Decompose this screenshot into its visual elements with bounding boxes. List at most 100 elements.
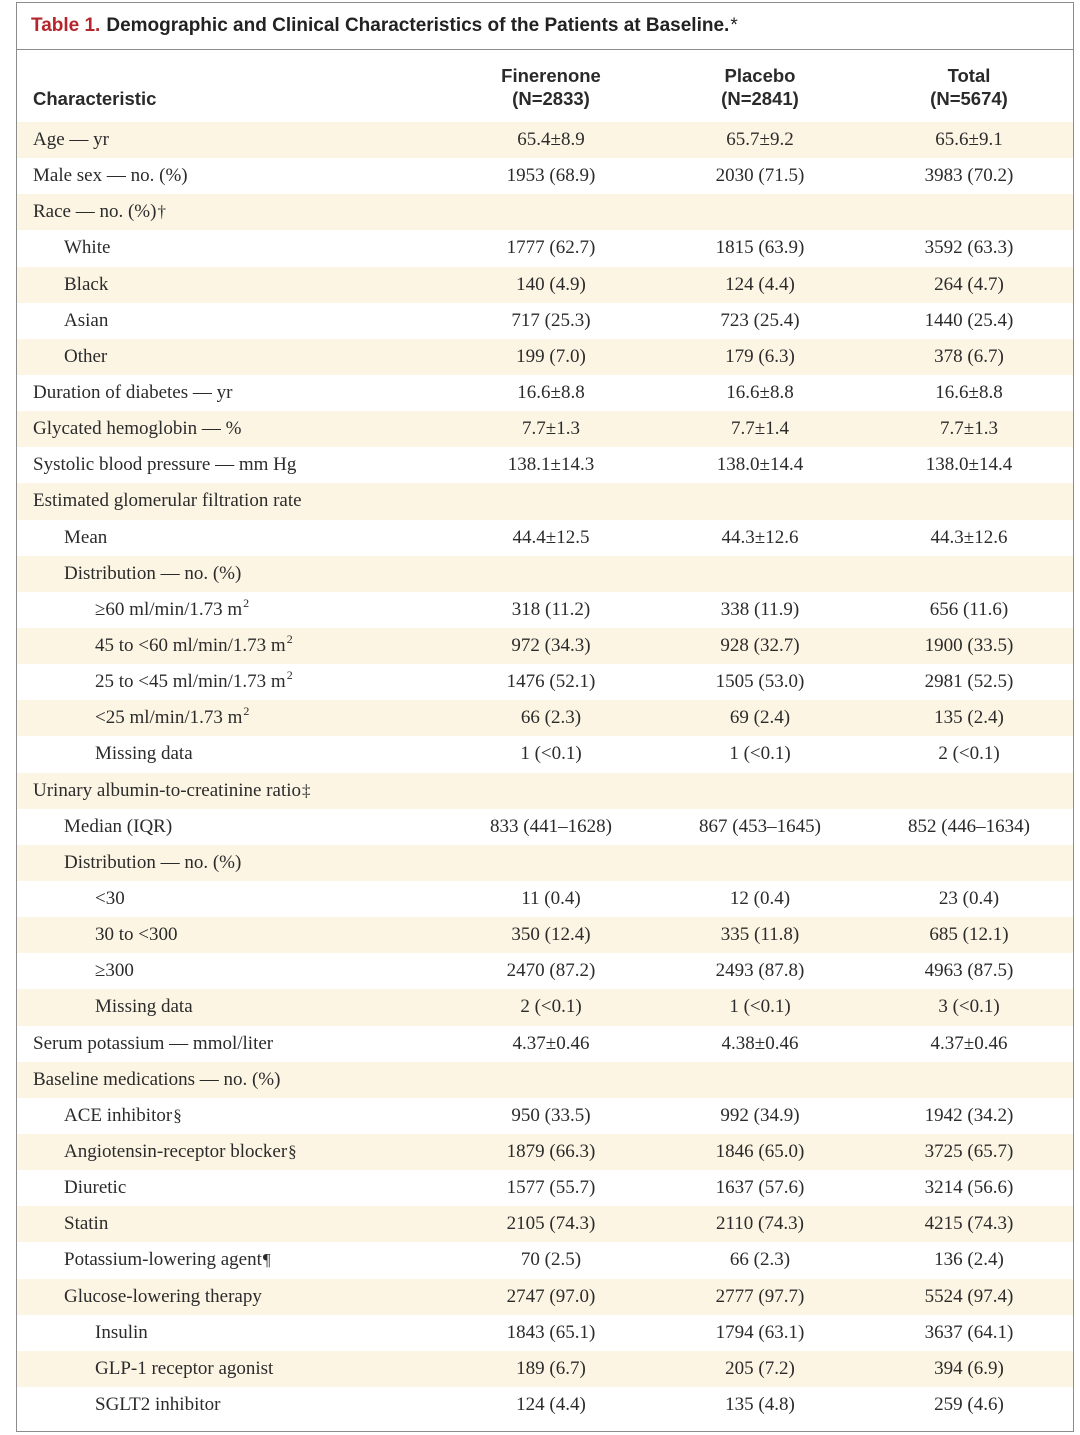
table-row: Race — no. (%)†	[17, 194, 1073, 231]
placebo-cell: 2030 (71.5)	[715, 165, 805, 187]
row-label: Statin	[64, 1206, 108, 1242]
row-label-text: 30 to <300	[95, 924, 178, 946]
table-row: Age — yr 65.4±8.9 65.7±9.2 65.6±9.1	[17, 122, 1073, 159]
finerenone-cell: 44.4±12.5	[512, 526, 590, 548]
finerenone-cell: 124 (4.4)	[516, 1393, 586, 1415]
total-cell: 1900 (33.5)	[924, 634, 1014, 656]
placebo-cell: 69 (2.4)	[729, 707, 791, 729]
placebo-cell: 1846 (65.0)	[715, 1140, 805, 1162]
row-label-text: Distribution — no. (%)	[64, 851, 242, 873]
row-label: Missing data	[95, 989, 193, 1025]
row-label-text: Male sex — no. (%)	[33, 165, 188, 187]
row-label: Potassium-lowering agent¶	[64, 1242, 271, 1278]
total-cell: 264 (4.7)	[934, 273, 1004, 295]
finerenone-cell: 2747 (97.0)	[506, 1285, 596, 1307]
row-label-text: Median (IQR)	[64, 815, 173, 837]
placebo-cell: 2493 (87.8)	[715, 960, 805, 982]
table-row: Other 199 (7.0) 179 (6.3) 378 (6.7)	[17, 338, 1073, 375]
total-cell: 135 (2.4)	[934, 707, 1004, 729]
table-row: Male sex — no. (%) 1953 (68.9) 2030 (71.5)…	[17, 158, 1073, 194]
row-label: White	[64, 230, 110, 266]
total-cell: 1942 (34.2)	[924, 1104, 1014, 1126]
finerenone-cell: 4.37±0.46	[512, 1032, 590, 1054]
superscript: 2	[243, 595, 250, 610]
table-row: Estimated glomerular filtration rate	[17, 483, 1073, 520]
table-row: Potassium-lowering agent¶ 70 (2.5) 66 (2.3…	[17, 1242, 1073, 1278]
row-label-text: White	[64, 237, 111, 259]
finerenone-cell: 1476 (52.1)	[506, 671, 596, 693]
total-cell: 3725 (65.7)	[924, 1140, 1014, 1162]
placebo-cell: 2777 (97.7)	[715, 1285, 805, 1307]
total-cell: 852 (446–1634)	[908, 815, 1030, 837]
table-row: <25 ml/min/1.73 m2 66 (2.3) 69 (2.4) 135 (2…	[17, 700, 1073, 737]
total-cell: 3592 (63.3)	[924, 237, 1014, 259]
total-cell: 4215 (74.3)	[924, 1213, 1014, 1235]
row-label-text: Statin	[64, 1213, 109, 1235]
header-column-n: (N=2841)	[721, 88, 799, 109]
row-label-text: ≥60 ml/min/1.73 m	[95, 598, 243, 620]
row-label: Glycated hemoglobin — %	[33, 411, 241, 447]
table-row: White 1777 (62.7) 1815 (63.9) 3592 (63.3)	[17, 230, 1073, 266]
row-label-text: Distribution — no. (%)	[64, 562, 242, 584]
finerenone-cell: 318 (11.2)	[511, 598, 591, 620]
total-cell: 394 (6.9)	[934, 1357, 1004, 1379]
row-label-text: ≥300	[95, 960, 134, 982]
row-label: Diuretic	[64, 1170, 126, 1206]
row-label: Race — no. (%)†	[33, 194, 166, 230]
table-row: Angiotensin-receptor blocker§ 1879 (66.3)…	[17, 1133, 1073, 1171]
row-label: Systolic blood pressure — mm Hg	[33, 447, 296, 483]
table-header: Characteristic Finerenone (N=2833) Place…	[17, 50, 1073, 122]
finerenone-cell: 1953 (68.9)	[506, 165, 596, 187]
row-label: ≥60 ml/min/1.73 m2	[95, 592, 249, 629]
finerenone-cell: 189 (6.7)	[516, 1357, 586, 1379]
row-label-text: Potassium-lowering agent	[64, 1249, 262, 1271]
total-cell: 44.3±12.6	[930, 526, 1008, 548]
table-row: Asian 717 (25.3) 723 (25.4) 1440 (25.4)	[17, 303, 1073, 339]
table-row: SGLT2 inhibitor 124 (4.4) 135 (4.8) 259 (4.…	[17, 1387, 1073, 1423]
placebo-cell: 7.7±1.4	[731, 418, 789, 440]
placebo-cell: 1 (<0.1)	[729, 996, 791, 1018]
row-label-text: Black	[64, 273, 109, 295]
footnote-mark: §	[173, 1105, 182, 1125]
row-label-text: 25 to <45 ml/min/1.73 m	[95, 671, 286, 693]
row-label-text: Race — no. (%)	[33, 201, 157, 223]
finerenone-cell: 66 (2.3)	[520, 707, 582, 729]
total-cell: 2981 (52.5)	[924, 671, 1014, 693]
placebo-cell: 338 (11.9)	[720, 598, 800, 620]
table-row: 45 to <60 ml/min/1.73 m2 972 (34.3) 928 (3…	[17, 627, 1073, 665]
placebo-cell: 135 (4.8)	[725, 1393, 795, 1415]
row-label-text: Glucose-lowering therapy	[64, 1285, 262, 1307]
table-title-text: Demographic and Clinical Characteristics…	[106, 15, 730, 36]
finerenone-cell: 11 (0.4)	[521, 887, 581, 909]
superscript: 2	[286, 631, 293, 646]
row-label: Serum potassium — mmol/liter	[33, 1026, 273, 1062]
row-label: Urinary albumin-to-creatinine ratio‡	[33, 773, 311, 809]
finerenone-cell: 1879 (66.3)	[506, 1140, 596, 1162]
table-row: Urinary albumin-to-creatinine ratio‡	[17, 772, 1073, 809]
placebo-cell: 1815 (63.9)	[715, 237, 805, 259]
total-cell: 5524 (97.4)	[924, 1285, 1014, 1307]
total-cell: 4.37±0.46	[930, 1032, 1008, 1054]
table-row: 25 to <45 ml/min/1.73 m2 1476 (52.1) 1505 …	[17, 664, 1073, 700]
row-label-text: SGLT2 inhibitor	[95, 1393, 221, 1415]
finerenone-cell: 950 (33.5)	[511, 1104, 591, 1126]
total-cell: 3983 (70.2)	[924, 165, 1014, 187]
placebo-cell: 1505 (53.0)	[715, 671, 805, 693]
footnote-mark: ‡	[302, 780, 311, 800]
row-label: Duration of diabetes — yr	[33, 375, 232, 411]
row-label: 30 to <300	[95, 917, 178, 953]
table-row: Insulin 1843 (65.1) 1794 (63.1) 3637 (64.1)	[17, 1315, 1073, 1351]
placebo-cell: 205 (7.2)	[725, 1357, 795, 1379]
finerenone-cell: 2470 (87.2)	[506, 960, 596, 982]
total-cell: 3214 (56.6)	[924, 1177, 1014, 1199]
table-row: Statin 2105 (74.3) 2110 (74.3) 4215 (74.3)	[17, 1206, 1073, 1243]
row-label-text: ACE inhibitor	[64, 1104, 173, 1126]
placebo-cell: 44.3±12.6	[721, 526, 799, 548]
header-column-name: Finerenone	[501, 65, 601, 86]
row-label: Glucose-lowering therapy	[64, 1279, 262, 1315]
row-label-text: Diuretic	[64, 1177, 127, 1199]
placebo-cell: 138.0±14.4	[716, 454, 804, 476]
table-body: Age — yr 65.4±8.9 65.7±9.2 65.6±9.1 Male sex…	[17, 122, 1073, 1423]
placebo-cell: 2110 (74.3)	[716, 1213, 804, 1235]
header-column-n: (N=2833)	[512, 88, 590, 109]
